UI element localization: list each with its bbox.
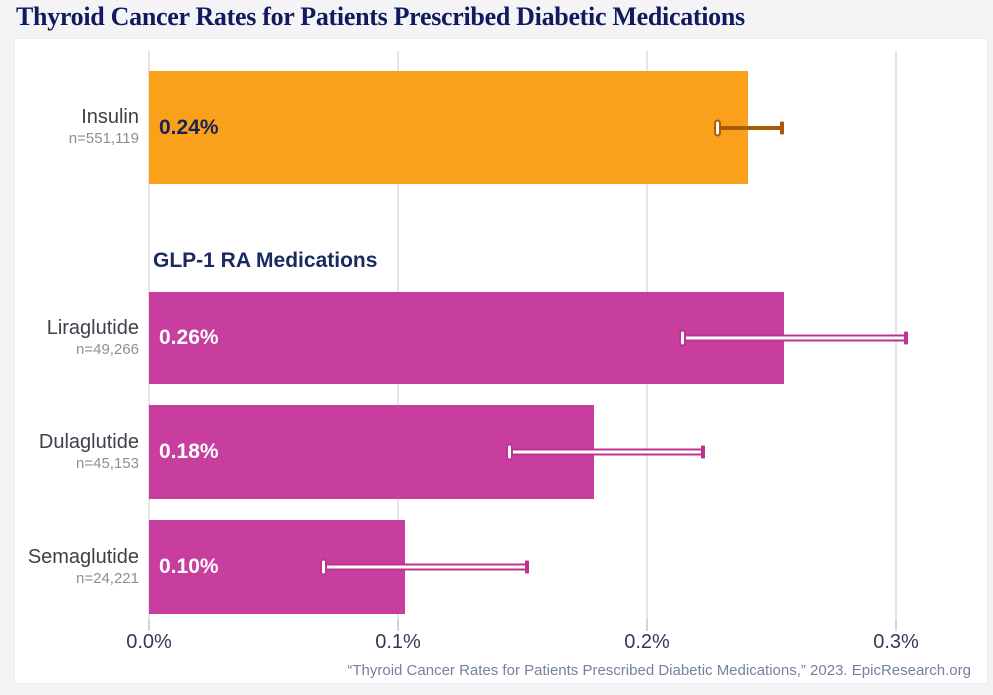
error-bar-cap-high: [701, 445, 705, 459]
category-name: Semaglutide: [27, 545, 139, 568]
bar-liraglutide: [149, 292, 784, 384]
bar-row-insulin: Insulin n=551,119 0.24%: [15, 71, 989, 184]
bar-row-semaglutide: Semaglutide n=24,221 0.10%: [15, 520, 989, 614]
x-axis-tick: [646, 619, 648, 631]
bar-value-label: 0.24%: [159, 115, 219, 139]
bar-value-label: 0.26%: [159, 326, 219, 349]
error-bar-cap-low: [679, 329, 686, 347]
error-bar-cap-low: [320, 558, 327, 576]
category-label: Liraglutide n=49,266: [15, 292, 139, 384]
bar-value-label: 0.10%: [159, 555, 219, 578]
x-axis-tick: [397, 619, 399, 631]
error-bar-cap-high: [525, 560, 529, 574]
category-name: Insulin: [81, 106, 139, 129]
category-label: Insulin n=551,119: [15, 71, 139, 184]
x-axis-tick-label: 0.0%: [126, 631, 172, 653]
category-name: Liraglutide: [46, 316, 139, 339]
category-name: Dulaglutide: [38, 430, 139, 453]
error-bar-line: [682, 334, 906, 342]
error-bar-line: [717, 126, 782, 130]
x-axis-tick-label: 0.3%: [873, 631, 919, 653]
category-label: Semaglutide n=24,221: [15, 520, 139, 614]
error-bar-cap-low: [714, 119, 721, 137]
error-bar-cap-high: [904, 331, 908, 345]
error-bar-cap-high: [780, 121, 784, 135]
bar-value-label: 0.18%: [159, 440, 219, 463]
category-sample-size: n=551,119: [68, 130, 139, 148]
category-label: Dulaglutide n=45,153: [15, 405, 139, 499]
chart-card: 0.0% 0.1% 0.2% 0.3% GLP-1 RA Medications…: [14, 38, 988, 684]
x-axis-tick: [895, 619, 897, 631]
page-title: Thyroid Cancer Rates for Patients Prescr…: [16, 2, 745, 31]
error-bar-cap-low: [506, 443, 513, 461]
source-attribution: “Thyroid Cancer Rates for Patients Presc…: [347, 662, 971, 679]
category-sample-size: n=24,221: [76, 569, 139, 587]
category-sample-size: n=49,266: [76, 340, 139, 358]
category-sample-size: n=45,153: [76, 454, 139, 472]
error-bar-line: [509, 448, 703, 456]
error-bar-line: [323, 563, 527, 571]
bar-insulin: [149, 71, 748, 184]
x-axis-tick-label: 0.1%: [375, 631, 421, 653]
bar-row-liraglutide: Liraglutide n=49,266 0.26%: [15, 292, 989, 384]
group-header-glp1: GLP-1 RA Medications: [153, 249, 378, 272]
bar-row-dulaglutide: Dulaglutide n=45,153 0.18%: [15, 405, 989, 499]
x-axis-tick: [148, 619, 150, 631]
x-axis-tick-label: 0.2%: [624, 631, 670, 653]
